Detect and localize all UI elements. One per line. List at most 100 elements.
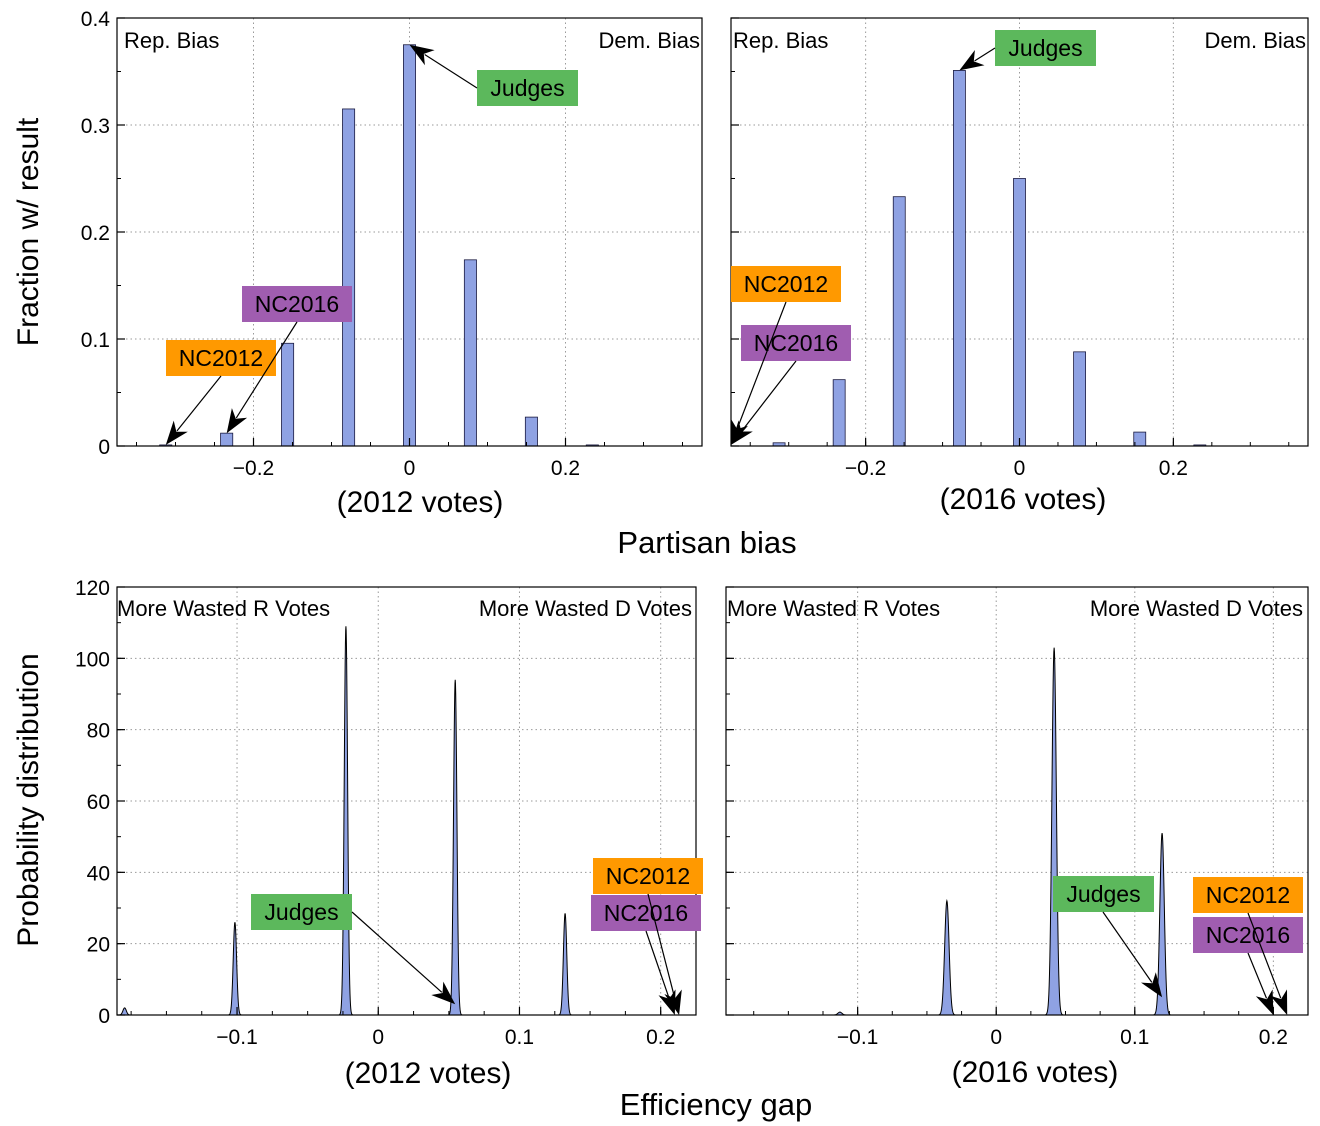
bias2012-judges-label: Judges [490,75,564,101]
bias2012-judges-box [477,70,578,106]
bias2016-x-tick-label: −0.2 [845,457,886,480]
eg2012-y-tick-label: 40 [87,862,110,885]
eg2012-data [117,626,573,1015]
eg2012-nc2016-label: NC2016 [604,900,688,926]
bias2012-subtitle: (2012 votes) [337,486,504,519]
eg2012-judges-arrow-head [431,981,456,1005]
eg2012-judges-box [251,894,352,930]
eg2016-peak [1043,647,1065,1015]
bias2016-judges-arrow-line [974,47,996,62]
top-y-axis-label: Fraction w/ result [12,117,45,346]
bias2016-bar [1133,431,1147,446]
eg2012-subtitle: (2012 votes) [345,1057,512,1090]
eg2012-x-tick-label: 0 [372,1026,384,1049]
bias2016-bar [1073,351,1086,446]
bias2012-x-tick-label: 0 [404,457,416,480]
bias2016-nc2016-box [741,325,851,361]
bias2016-x-tick-label: 0 [1014,457,1026,480]
eg2016-nc2016-label: NC2016 [1206,922,1290,948]
eg2016-nc2016-arrow-head [1255,989,1274,1015]
eg2012-nc2016-arrow-head [658,989,676,1015]
bias2012-judges-arrow-head [409,44,435,66]
eg2012-more-r-label: More Wasted R Votes [117,596,330,621]
bias2012-judges-arrow-line [424,53,478,89]
bias2012-dem-label: Dem. Bias [599,28,700,53]
eg2012-panel: −0.1 0 0.1 0.2 0 20 40 60 80 100 120 [75,577,697,1049]
eg2016-x-tick-label: 0 [990,1026,1002,1049]
eg2016-nc2012-label: NC2012 [1206,882,1290,908]
bias2016-bar [953,70,966,446]
eg2016-judges-arrow-head [1141,972,1163,998]
bottom-x-axis-label: Efficiency gap [620,1087,812,1122]
bias2012-bar [342,108,356,446]
eg2016-nc2012-box [1193,877,1303,913]
bias2012-y-tick-label: 0 [98,436,110,459]
bias2012-nc2012-box [166,340,276,376]
bias2012-x-tick-label: 0.2 [551,457,580,480]
top-x-axis-label: Partisan bias [617,525,796,560]
bias2012-nc2012-arrow-head [165,420,188,445]
eg2016-nc2012-arrow-head [1270,989,1288,1015]
eg2016-nc2012-arrow-line [1247,912,1282,999]
bias2016-data [772,70,1207,446]
eg2012-peak [447,679,464,1015]
bias2012-bar [281,342,295,446]
bias2016-judges-box [995,30,1096,66]
bias2012-panel: −0.2 0 0.2 0 0.1 0.2 0.3 0.4 [81,8,703,480]
bias2012-bar [524,416,538,446]
bias2012-y-tick-label: 0.1 [81,329,110,352]
eg2012-x-tick-label: 0.1 [505,1026,534,1049]
eg2016-peak [936,898,957,1015]
eg2016-data [830,647,1173,1015]
bias2016-x-tick-label: 0.2 [1159,457,1188,480]
eg2012-peak [117,1007,133,1015]
bias2016-dem-label: Dem. Bias [1205,28,1306,53]
bias2016-bar [832,379,846,446]
bias2016-bar [1013,178,1026,446]
bias2012-y-tick-label: 0.2 [81,222,110,245]
eg2016-judges-label: Judges [1066,881,1140,907]
bias2012-bar [220,432,234,446]
bias2016-nc2012-box [731,266,841,302]
eg2012-nc2016-box [591,895,701,931]
bias2012-nc2012-arrow-line [176,375,222,432]
eg2012-x-tick-label: 0.2 [646,1026,675,1049]
bias2012-nc2016-box [242,286,352,322]
bias2016-judges-label: Judges [1008,35,1082,61]
eg2016-more-d-label: More Wasted D Votes [1090,596,1303,621]
bias2016-bar [892,196,906,446]
eg2012-peak [557,913,573,1015]
eg2012-y-tick-label: 20 [87,934,110,957]
bias2016-nc2012-arrow-line [736,301,787,429]
bias2012-nc2016-arrow-line [235,321,298,419]
bias2012-rep-label: Rep. Bias [124,28,219,53]
eg2016-x-tick-label: −0.1 [837,1026,878,1049]
eg2016-judges-arrow-line [1102,911,1153,983]
bias2012-x-tick-label: −0.2 [233,457,274,480]
bias2012-nc2016-arrow-head [226,408,248,434]
bias2016-bar [772,442,786,446]
bias2016-nc2016-arrow-line [741,360,797,432]
eg2012-nc2012-label: NC2012 [606,863,690,889]
eg2016-x-tick-label: 0.2 [1259,1026,1288,1049]
eg2012-x-tick-label: −0.1 [216,1026,257,1049]
eg2012-peak [337,626,355,1015]
bias2016-nc2016-label: NC2016 [754,330,838,356]
bias2012-nc2012-label: NC2012 [179,345,263,371]
bias2016-rep-label: Rep. Bias [733,28,828,53]
bias2012-bar [463,259,477,446]
eg2012-y-tick-label: 0 [98,1005,110,1028]
bias2012-y-tick-label: 0.4 [81,8,111,31]
eg2016-panel: −0.1 0 0.1 0.2 [725,586,1309,1049]
eg2016-more-r-label: More Wasted R Votes [727,596,940,621]
bias2016-nc2012-label: NC2012 [744,271,828,297]
bias2016-subtitle: (2016 votes) [940,483,1107,516]
bias2016-panel: −0.2 0 0.2 [730,17,1309,480]
eg2012-nc2016-arrow-line [645,930,670,999]
bias2016-judges-arrow-head [959,50,985,71]
eg2016-nc2016-arrow-line [1247,952,1268,999]
eg2016-nc2016-box [1193,917,1303,953]
eg2012-nc2012-arrow-line [647,893,676,998]
bias2012-y-tick-label: 0.3 [81,115,110,138]
